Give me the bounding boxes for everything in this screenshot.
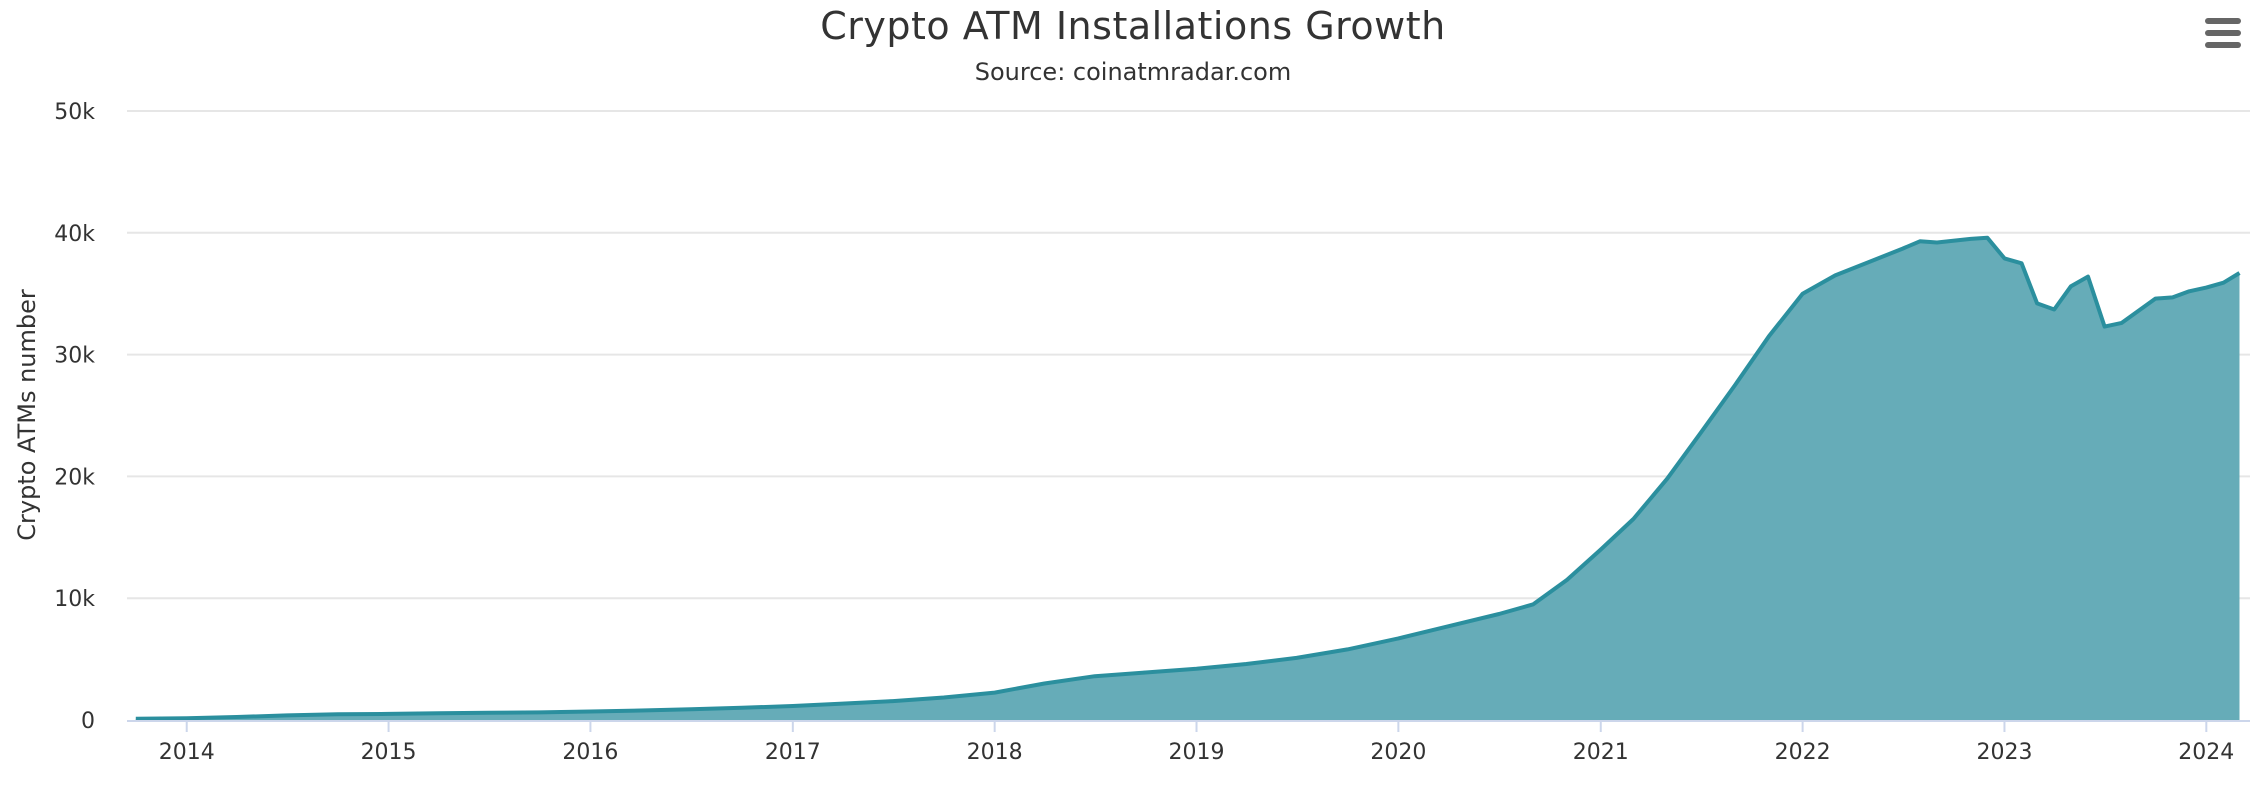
x-tick-label: 2015 bbox=[361, 740, 417, 765]
data-point[interactable] bbox=[2065, 280, 2077, 292]
x-tick-label: 2016 bbox=[562, 740, 618, 765]
y-axis-label: Crypto ATMs number bbox=[13, 289, 41, 541]
x-tick-label: 2024 bbox=[2178, 740, 2234, 765]
data-point[interactable] bbox=[887, 695, 899, 707]
hamburger-menu-icon[interactable] bbox=[2200, 18, 2246, 58]
data-point[interactable] bbox=[635, 705, 647, 717]
data-point[interactable] bbox=[2016, 257, 2028, 269]
data-point[interactable] bbox=[685, 703, 697, 715]
data-point[interactable] bbox=[1392, 632, 1404, 644]
x-tick-label: 2019 bbox=[1169, 740, 1225, 765]
data-point[interactable] bbox=[1191, 663, 1203, 675]
menu-bar bbox=[2205, 18, 2241, 24]
menu-bar bbox=[2205, 30, 2241, 36]
data-point[interactable] bbox=[1729, 379, 1741, 391]
data-point[interactable] bbox=[2234, 267, 2246, 279]
data-point[interactable] bbox=[332, 708, 344, 720]
data-point[interactable] bbox=[1829, 269, 1841, 281]
data-point[interactable] bbox=[938, 692, 950, 704]
data-point[interactable] bbox=[787, 700, 799, 712]
data-point[interactable] bbox=[1965, 233, 1977, 245]
data-point[interactable] bbox=[281, 709, 293, 721]
data-point[interactable] bbox=[736, 702, 748, 714]
data-point[interactable] bbox=[1863, 256, 1875, 268]
data-point[interactable] bbox=[1695, 427, 1707, 439]
data-point[interactable] bbox=[1661, 473, 1673, 485]
x-tick-label: 2017 bbox=[765, 740, 821, 765]
data-point[interactable] bbox=[1595, 544, 1607, 556]
menu-bar bbox=[2205, 42, 2241, 48]
y-tick-label: 40k bbox=[54, 222, 95, 247]
data-point[interactable] bbox=[1342, 643, 1354, 655]
x-tick-label: 2023 bbox=[1976, 740, 2032, 765]
x-tick-label: 2021 bbox=[1573, 740, 1629, 765]
data-point[interactable] bbox=[2218, 277, 2230, 289]
data-point[interactable] bbox=[2116, 317, 2128, 329]
data-point[interactable] bbox=[837, 698, 849, 710]
data-point[interactable] bbox=[1627, 513, 1639, 525]
data-point[interactable] bbox=[1493, 608, 1505, 620]
data-point[interactable] bbox=[1443, 620, 1455, 632]
data-point[interactable] bbox=[130, 713, 142, 725]
data-point[interactable] bbox=[2183, 285, 2195, 297]
data-point[interactable] bbox=[1797, 288, 1809, 300]
series-area bbox=[130, 232, 2246, 725]
x-tick-label: 2022 bbox=[1775, 740, 1831, 765]
y-tick-label: 50k bbox=[54, 100, 95, 125]
data-point[interactable] bbox=[483, 707, 495, 719]
data-point[interactable] bbox=[2167, 291, 2179, 303]
data-point[interactable] bbox=[1089, 670, 1101, 682]
y-tick-label: 30k bbox=[54, 344, 95, 369]
y-tick-label: 20k bbox=[54, 465, 95, 490]
x-tick-label: 2018 bbox=[967, 740, 1023, 765]
data-point[interactable] bbox=[2200, 282, 2212, 294]
data-point[interactable] bbox=[1527, 598, 1539, 610]
data-point[interactable] bbox=[1561, 574, 1573, 586]
data-point[interactable] bbox=[2099, 321, 2111, 333]
x-tick-label: 2014 bbox=[159, 740, 215, 765]
data-point[interactable] bbox=[1291, 652, 1303, 664]
data-point[interactable] bbox=[432, 707, 444, 719]
data-point[interactable] bbox=[1981, 232, 1993, 244]
chart-subtitle: Source: coinatmradar.com bbox=[974, 58, 1292, 86]
data-point[interactable] bbox=[383, 708, 395, 720]
data-point[interactable] bbox=[2149, 293, 2161, 305]
x-tick-label: 2020 bbox=[1370, 740, 1426, 765]
data-point[interactable] bbox=[2031, 297, 2043, 309]
series-line bbox=[135, 235, 2241, 721]
y-tick-label: 0 bbox=[81, 709, 95, 734]
data-point[interactable] bbox=[989, 687, 1001, 699]
data-point[interactable] bbox=[1897, 243, 1909, 255]
data-point[interactable] bbox=[2082, 271, 2094, 283]
data-point[interactable] bbox=[534, 706, 546, 718]
data-point[interactable] bbox=[1763, 330, 1775, 342]
y-tick-label: 10k bbox=[54, 587, 95, 612]
data-point[interactable] bbox=[1240, 658, 1252, 670]
data-point[interactable] bbox=[584, 706, 596, 718]
series-area-fill bbox=[135, 237, 2240, 720]
data-point[interactable] bbox=[1140, 667, 1152, 679]
data-point[interactable] bbox=[2048, 304, 2060, 316]
data-point[interactable] bbox=[1038, 678, 1050, 690]
data-point[interactable] bbox=[1914, 235, 1926, 247]
axes: 0 10k 20k 30k 40k 50k 2014 2015 2016 2017 2018 2019… bbox=[54, 100, 2250, 765]
chart-title: Crypto ATM Installations Growth bbox=[820, 4, 1446, 48]
data-point[interactable] bbox=[1931, 237, 1943, 249]
data-point[interactable] bbox=[1999, 252, 2011, 264]
